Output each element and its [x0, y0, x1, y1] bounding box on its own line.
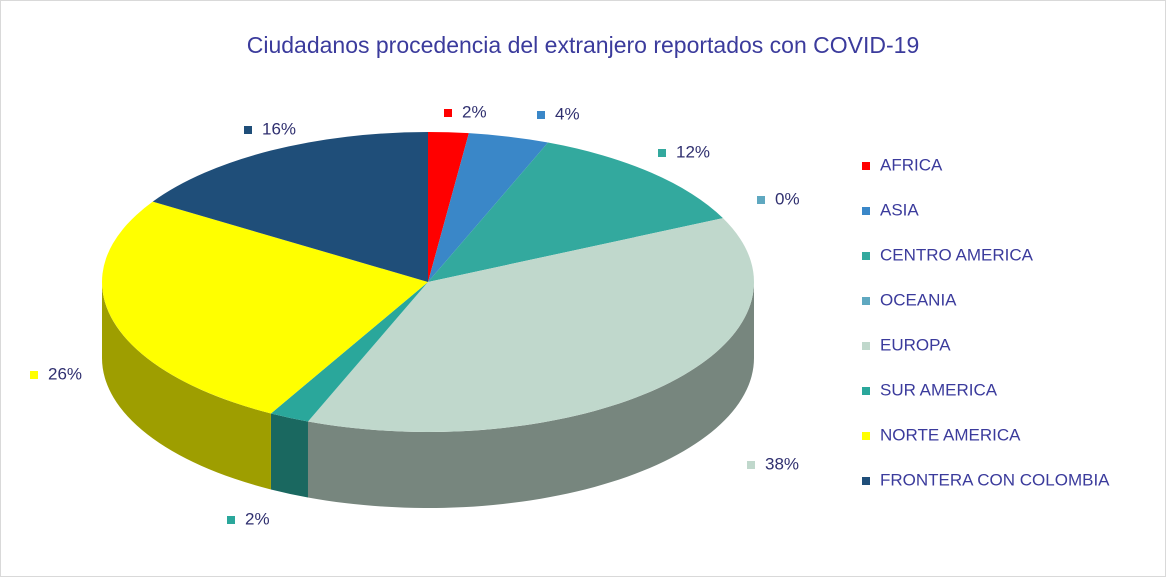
data-label: 2% — [462, 102, 487, 121]
label-key — [757, 196, 765, 204]
slice — [152, 132, 429, 282]
legend-label: EUROPA — [880, 335, 951, 354]
label-key — [244, 126, 252, 134]
slice-side — [102, 282, 271, 490]
legend-label: FRONTERA CON COLOMBIA — [880, 470, 1110, 489]
label-key — [747, 461, 755, 469]
legend-label: SUR AMERICA — [880, 380, 998, 399]
data-label: 4% — [555, 104, 580, 123]
data-label: 0% — [775, 189, 800, 208]
legend-key — [862, 432, 870, 440]
slice — [428, 132, 469, 282]
data-label: 12% — [676, 142, 710, 161]
legend-key — [862, 342, 870, 350]
legend-key — [862, 207, 870, 215]
label-key — [30, 371, 38, 379]
label-key — [658, 149, 666, 157]
legend-key — [862, 162, 870, 170]
legend-key — [862, 297, 870, 305]
data-label: 2% — [245, 509, 270, 528]
slice-side — [270, 413, 308, 498]
chart-title: Ciudadanos procedencia del extranjero re… — [247, 32, 920, 58]
data-label: 26% — [48, 364, 82, 383]
legend-key — [862, 252, 870, 260]
label-key — [227, 516, 235, 524]
slice — [270, 282, 428, 422]
legend-label: NORTE AMERICA — [880, 425, 1021, 444]
legend-key — [862, 387, 870, 395]
legend-key — [862, 477, 870, 485]
legend-label: CENTRO AMERICA — [880, 245, 1034, 264]
slice — [307, 218, 754, 432]
data-label: 38% — [765, 454, 799, 473]
slice-side — [307, 282, 754, 508]
slice — [101, 201, 429, 414]
data-label: 16% — [262, 119, 296, 138]
legend-label: AFRICA — [880, 155, 943, 174]
slice — [428, 133, 549, 282]
legend-label: OCEANIA — [880, 290, 957, 309]
legend-label: ASIA — [880, 200, 919, 219]
slice — [428, 142, 723, 282]
label-key — [444, 109, 452, 117]
label-key — [537, 111, 545, 119]
